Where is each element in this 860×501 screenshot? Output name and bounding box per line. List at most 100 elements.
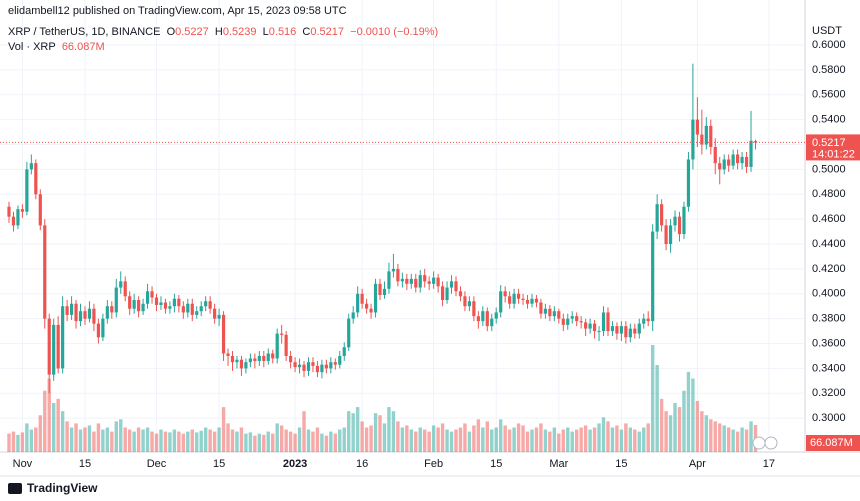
candle-body bbox=[409, 278, 413, 284]
volume-bar bbox=[481, 427, 485, 452]
candle-body bbox=[512, 293, 516, 304]
candle-body bbox=[458, 291, 463, 297]
volume-bar bbox=[744, 429, 749, 452]
candle-body bbox=[119, 281, 123, 288]
candle-body bbox=[673, 216, 677, 226]
volume-bar bbox=[34, 427, 38, 452]
candle-body bbox=[289, 355, 293, 363]
volume-bar bbox=[306, 429, 311, 452]
volume-bar bbox=[445, 429, 449, 452]
volume-bar bbox=[181, 433, 186, 452]
candle-body bbox=[217, 314, 221, 319]
volume-bar bbox=[659, 398, 664, 452]
y-tick-label: 0.4400 bbox=[812, 238, 846, 250]
volume-bar bbox=[566, 427, 570, 452]
candle-body bbox=[467, 301, 472, 307]
ohlc-label: L bbox=[262, 26, 269, 38]
x-tick-label: 2023 bbox=[283, 458, 307, 470]
candle-body bbox=[114, 287, 118, 313]
candle-body bbox=[110, 306, 114, 313]
candle-body bbox=[566, 318, 570, 325]
candle-body bbox=[311, 362, 315, 366]
volume-bar bbox=[284, 429, 288, 452]
volume-bar bbox=[190, 429, 194, 452]
volume-bar bbox=[159, 429, 163, 452]
candle-body bbox=[342, 347, 346, 356]
candle-body bbox=[360, 293, 364, 304]
y-tick-label: 0.3600 bbox=[812, 337, 846, 349]
x-tick-label: Feb bbox=[424, 458, 443, 470]
candle-body bbox=[177, 298, 181, 307]
volume-bar bbox=[168, 432, 172, 452]
candle-body bbox=[351, 312, 355, 319]
countdown: 14:01:22 bbox=[812, 148, 855, 160]
candle-body bbox=[181, 306, 185, 313]
candle-body bbox=[651, 231, 655, 322]
volume-bar bbox=[338, 429, 342, 452]
candle-body bbox=[11, 216, 16, 226]
volume-bar bbox=[114, 421, 118, 452]
candle-body bbox=[749, 140, 753, 167]
candle-body bbox=[561, 318, 565, 325]
volume-bar bbox=[217, 427, 221, 452]
volume-bar bbox=[588, 429, 592, 452]
volume-bar bbox=[351, 413, 355, 452]
candle-body bbox=[92, 308, 96, 324]
candle-body bbox=[145, 291, 150, 304]
volume-bar bbox=[163, 431, 168, 452]
volume-bar bbox=[150, 431, 154, 452]
candle-body bbox=[624, 326, 628, 338]
candle-body bbox=[405, 278, 409, 284]
volume-bar bbox=[391, 411, 396, 452]
volume-bar bbox=[69, 427, 74, 452]
volume-bar bbox=[650, 345, 655, 452]
candle-body bbox=[449, 281, 454, 288]
volume-bar bbox=[499, 419, 503, 452]
volume-bar bbox=[56, 398, 60, 452]
ohlc-label: H bbox=[214, 26, 223, 38]
candle-body bbox=[208, 301, 212, 309]
volume-bar bbox=[315, 427, 320, 452]
volume-bar bbox=[83, 427, 87, 452]
volume-bar bbox=[373, 413, 378, 452]
candle-body bbox=[315, 365, 320, 373]
candle-body bbox=[718, 163, 722, 170]
candle-body bbox=[646, 318, 650, 322]
volume-bar bbox=[722, 425, 726, 452]
volume-bar bbox=[25, 423, 29, 452]
candle-body bbox=[454, 281, 458, 292]
volume-bar bbox=[29, 429, 34, 452]
volume-bar bbox=[749, 421, 753, 452]
volume-bar bbox=[561, 429, 565, 452]
volume-bar bbox=[735, 431, 740, 452]
candle-body bbox=[418, 275, 422, 288]
y-tick-label: 0.5600 bbox=[812, 89, 846, 101]
candle-body bbox=[427, 281, 431, 284]
volume-bar bbox=[592, 427, 597, 452]
volume-bar bbox=[239, 427, 244, 452]
volume-bar bbox=[579, 427, 583, 452]
y-tick-label: 0.6000 bbox=[812, 39, 846, 51]
volume-bar bbox=[257, 433, 262, 452]
volume-bar bbox=[271, 433, 275, 452]
volume-bar bbox=[476, 419, 481, 452]
volume-bar bbox=[485, 421, 489, 452]
candle-body bbox=[548, 308, 552, 317]
volume-bar bbox=[230, 429, 235, 452]
volume-bar bbox=[105, 427, 110, 452]
candle-body bbox=[306, 362, 311, 371]
volume-bar bbox=[87, 425, 92, 452]
volume-bar bbox=[235, 431, 239, 452]
candle-body bbox=[481, 311, 485, 322]
volume-bar bbox=[624, 423, 628, 452]
ohlc-label: O bbox=[166, 26, 176, 38]
volume-bar bbox=[516, 423, 521, 452]
candle-body bbox=[284, 334, 288, 356]
candle-body bbox=[552, 311, 556, 317]
candle-body bbox=[244, 362, 248, 369]
candle-body bbox=[463, 296, 467, 307]
candle-body bbox=[633, 328, 637, 334]
volume-bar bbox=[731, 429, 735, 452]
volume-bar bbox=[673, 402, 677, 452]
